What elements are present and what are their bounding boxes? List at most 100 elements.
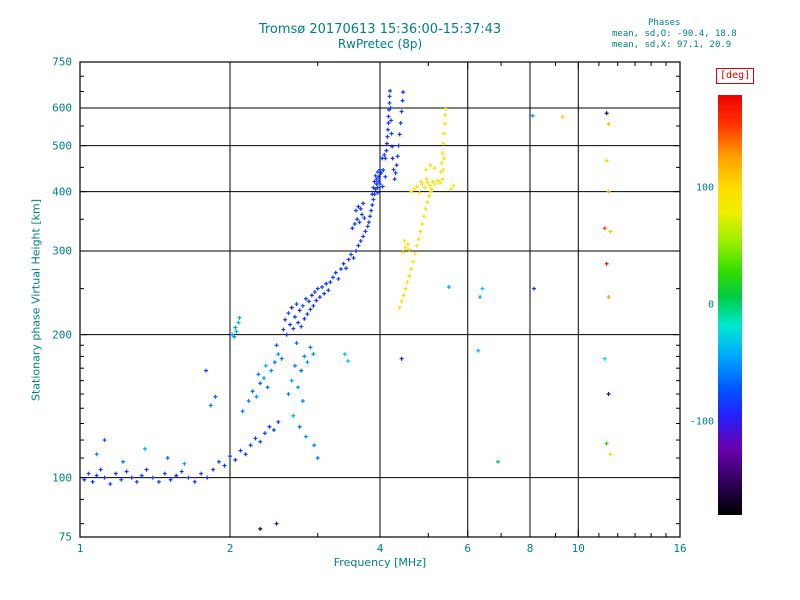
data-point	[205, 475, 210, 480]
phase-stats-x-mode: mean, sd,X: 97.1, 20.9	[612, 40, 732, 50]
data-point	[384, 141, 389, 146]
data-point	[281, 327, 286, 332]
data-point	[311, 352, 316, 357]
data-point	[308, 307, 313, 312]
data-point	[387, 100, 392, 105]
data-point	[174, 473, 179, 478]
data-point	[397, 305, 402, 310]
data-point	[427, 193, 432, 198]
data-point	[421, 214, 426, 219]
data-point	[405, 242, 410, 247]
data-point	[604, 261, 609, 266]
data-point	[373, 187, 378, 192]
x-tick-label: 8	[526, 542, 534, 555]
data-point	[352, 221, 357, 226]
data-point	[246, 399, 251, 404]
data-point	[425, 200, 430, 205]
data-point	[401, 90, 406, 95]
data-point	[90, 479, 95, 484]
data-point	[359, 212, 364, 217]
data-point	[405, 280, 410, 285]
data-point	[403, 245, 408, 250]
data-point	[375, 170, 380, 175]
data-point	[379, 170, 384, 175]
data-point	[411, 187, 416, 192]
data-point	[389, 131, 394, 136]
data-point	[385, 134, 390, 139]
data-point	[303, 434, 308, 439]
data-point	[274, 343, 279, 348]
data-point	[384, 148, 389, 153]
data-point	[299, 324, 304, 329]
data-point	[292, 363, 297, 368]
data-point	[443, 106, 448, 111]
data-point	[428, 183, 433, 188]
data-point	[291, 413, 296, 418]
data-point	[608, 229, 613, 234]
data-point	[401, 250, 406, 255]
data-point	[361, 201, 366, 206]
data-point	[286, 311, 291, 316]
data-point	[383, 174, 388, 179]
data-point	[309, 293, 314, 298]
x-tick-label: 2	[226, 542, 234, 555]
data-point	[179, 469, 184, 474]
data-point	[390, 156, 395, 161]
data-point	[387, 94, 392, 99]
data-point	[432, 166, 437, 171]
data-point	[276, 352, 281, 357]
data-point	[441, 167, 446, 172]
data-point	[365, 224, 370, 229]
data-point	[306, 299, 311, 304]
data-point	[211, 467, 216, 472]
data-point	[283, 317, 288, 322]
data-point	[119, 477, 124, 482]
phase-stats-legend: Phases mean, sd,O: -90.4, 18.8 mean, sd,…	[612, 18, 737, 51]
data-point	[370, 192, 375, 197]
data-point	[606, 295, 611, 300]
data-point	[336, 276, 341, 281]
data-point	[297, 308, 302, 313]
data-point	[94, 452, 99, 457]
data-point	[124, 469, 129, 474]
data-point	[448, 187, 453, 192]
data-point	[238, 448, 243, 453]
data-point	[326, 288, 331, 293]
data-point	[156, 479, 161, 484]
data-point	[602, 356, 607, 361]
data-point	[419, 179, 424, 184]
data-point	[94, 473, 99, 478]
data-point	[263, 363, 268, 368]
x-tick-label: 10	[571, 542, 585, 555]
data-point	[399, 356, 404, 361]
x-tick-label: 16	[673, 542, 687, 555]
data-point	[368, 214, 373, 219]
data-point	[165, 455, 170, 460]
data-point	[98, 467, 103, 472]
data-point	[430, 179, 435, 184]
data-point	[361, 234, 366, 239]
data-point	[446, 284, 451, 289]
data-point	[82, 477, 87, 482]
data-point	[234, 329, 239, 334]
data-point	[182, 461, 187, 466]
data-point	[372, 179, 377, 184]
data-point	[396, 143, 401, 148]
data-point	[423, 206, 428, 211]
data-point	[102, 475, 107, 480]
data-point	[261, 376, 266, 381]
data-point	[429, 187, 434, 192]
data-point	[302, 316, 307, 321]
data-point	[370, 202, 375, 207]
data-point	[314, 298, 319, 303]
data-point	[451, 183, 456, 188]
data-point	[297, 424, 302, 429]
data-point	[382, 152, 387, 157]
data-point	[288, 322, 293, 327]
data-point	[308, 345, 313, 350]
data-point	[300, 303, 305, 308]
data-point	[240, 409, 245, 414]
data-point	[407, 247, 412, 252]
data-point	[388, 88, 393, 93]
data-point	[271, 427, 276, 432]
